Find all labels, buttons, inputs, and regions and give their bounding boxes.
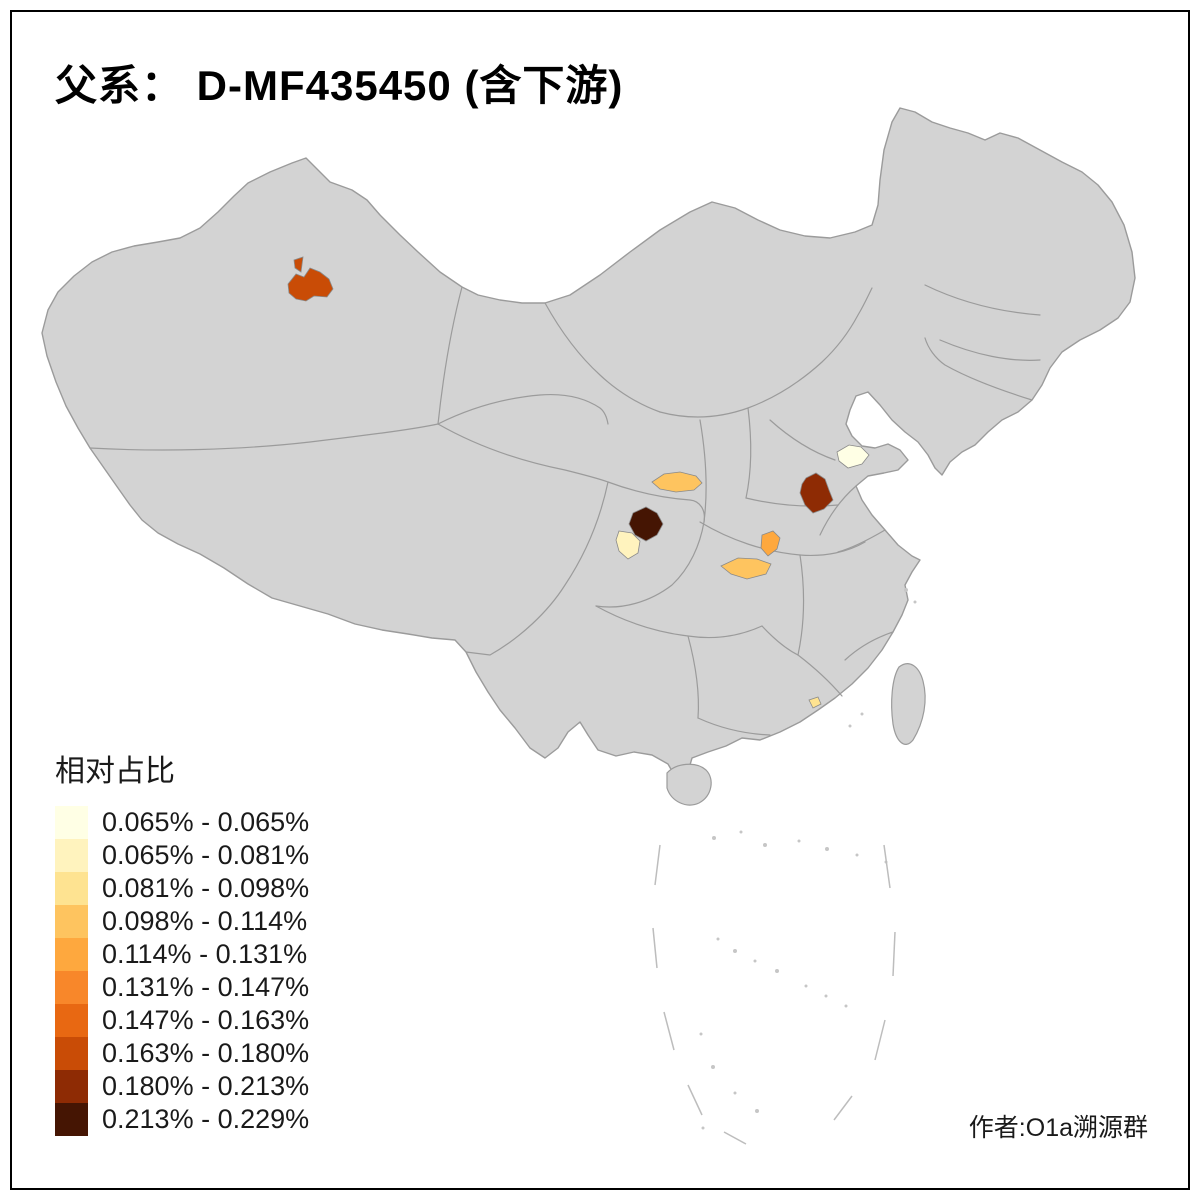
xinjiang-highlight-region [287,256,334,302]
province-line [465,481,609,656]
province-line [924,284,1041,316]
page-title: 父系： D-MF435450 (含下游) [55,62,624,109]
legend-label: 0.065% - 0.065% [102,807,310,837]
chengdu-dark-highlight-region [628,506,664,542]
shaanxi-strip-highlight-region [651,471,703,493]
province-line [761,625,799,656]
legend-row: 0.147% - 0.163% [55,1004,309,1037]
legend-swatch [55,1037,88,1070]
author-credit: 作者:O1a溯源群 [968,1114,1148,1142]
legend-label: 0.147% - 0.163% [102,1005,310,1035]
province-line [89,423,439,451]
legend-row: 0.163% - 0.180% [55,1037,309,1070]
legend: 相对占比 0.065% - 0.065% 0.065% - 0.081% 0.0… [55,746,309,1136]
province-line [687,635,699,719]
legend-row: 0.180% - 0.213% [55,1070,309,1103]
nine-dash-line [652,844,896,1145]
province-line [437,286,463,425]
legend-label: 0.065% - 0.081% [102,840,310,870]
legend-row: 0.114% - 0.131% [55,938,309,971]
legend-row: 0.098% - 0.114% [55,905,309,938]
legend-row: 0.065% - 0.065% [55,806,309,839]
province-line [659,287,873,418]
legend-swatch [55,971,88,1004]
legend-label: 0.180% - 0.213% [102,1071,310,1101]
china-outline [41,107,1136,789]
province-line [819,485,857,536]
islands [652,588,926,1145]
legend-swatch [55,1103,88,1136]
legend-swatch [55,1004,88,1037]
legend-row: 0.131% - 0.147% [55,971,309,1004]
legend-label: 0.213% - 0.229% [102,1104,310,1134]
province-line [437,423,609,483]
legend-label: 0.098% - 0.114% [102,906,308,936]
chengdu-pale-highlight-region [615,530,641,560]
province-line [437,393,609,425]
legend-row: 0.213% - 0.229% [55,1103,309,1136]
hunan-strip-highlight-region [720,557,772,580]
legend-label: 0.114% - 0.131% [102,939,308,969]
legend-label: 0.163% - 0.180% [102,1038,310,1068]
mainland [41,107,1136,789]
province-line [745,497,839,507]
legend-swatch [55,905,88,938]
legend-label: 0.131% - 0.147% [102,972,310,1002]
legend-title: 相对占比 [55,755,175,788]
highlight-regions [287,256,870,709]
hubei-highlight-region [760,530,781,557]
fujian-coast-highlight-region [808,696,822,709]
taiwan-island [891,663,926,745]
legend-row: 0.081% - 0.098% [55,872,309,905]
province-line [837,529,886,553]
province-line [769,419,836,461]
legend-swatch [55,839,88,872]
hainan-island [666,763,712,806]
province-line [924,337,1033,401]
legend-swatch [55,872,88,905]
shandong-highlight-region [836,444,870,469]
province-line [699,419,707,523]
province-line [797,554,805,656]
henan-highlight-region [799,472,834,514]
legend-row: 0.065% - 0.081% [55,839,309,872]
legend-swatch [55,938,88,971]
province-line [697,717,771,736]
legend-swatch [55,806,88,839]
south-china-sea-islets [699,588,917,1130]
province-line [595,481,705,608]
province-line [844,631,894,661]
province-line [939,339,1041,361]
province-line [544,302,661,413]
legend-swatch [55,1070,88,1103]
province-line [797,654,843,697]
province-line [745,407,752,499]
legend-label: 0.081% - 0.098% [102,873,310,903]
province-borders [89,284,1041,736]
